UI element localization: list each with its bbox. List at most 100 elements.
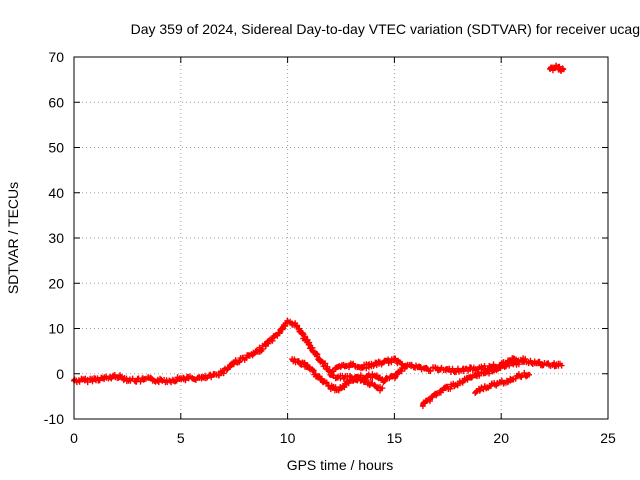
data-point (473, 390, 478, 394)
data-point (350, 376, 354, 380)
data-point (558, 66, 562, 70)
x-tick-label: 25 (600, 430, 616, 446)
data-point (136, 378, 140, 383)
y-tick-label: 50 (48, 140, 64, 156)
data-point (424, 367, 429, 371)
data-point (264, 342, 268, 346)
data-point (200, 376, 204, 380)
data-point (520, 358, 525, 362)
data-point (371, 363, 375, 367)
data-point (168, 378, 172, 383)
data-point (189, 376, 194, 380)
series-outlier-cluster (547, 62, 567, 74)
data-point (275, 333, 279, 337)
data-point (452, 383, 456, 387)
data-point (463, 378, 467, 383)
data-point (382, 360, 386, 365)
data-point (551, 66, 556, 70)
y-axis-label: SDTVAR / TECUs (5, 182, 21, 294)
y-tick-label: 70 (48, 49, 64, 65)
data-point (83, 378, 87, 383)
data-point (243, 356, 247, 360)
data-point (221, 369, 226, 374)
data-point (553, 363, 557, 367)
data-point (392, 374, 396, 378)
data-point (147, 377, 151, 381)
data-point (115, 374, 119, 378)
data-point (559, 363, 563, 367)
data-point (292, 322, 296, 326)
data-point (495, 366, 499, 370)
data-point (125, 377, 129, 381)
data-point (516, 374, 520, 378)
y-tick-label: 30 (48, 230, 64, 246)
data-point (484, 370, 488, 374)
data-point (495, 382, 499, 386)
data-point (473, 374, 478, 378)
x-tick-label: 20 (493, 430, 509, 446)
data-point (527, 372, 531, 376)
chart-title: Day 359 of 2024, Sidereal Day-to-day VTE… (131, 21, 640, 37)
y-tick-label: 40 (48, 185, 64, 201)
data-point (456, 368, 461, 372)
data-point (337, 387, 341, 392)
data-point (382, 378, 386, 383)
x-tick-label: 5 (177, 430, 185, 446)
data-point (290, 358, 294, 362)
data-point (542, 363, 546, 367)
data-point (345, 381, 350, 385)
data-point (303, 363, 307, 367)
data-point (561, 68, 565, 73)
data-point (414, 365, 418, 369)
y-tick-label: 10 (48, 321, 64, 337)
data-point (371, 374, 375, 378)
data-point (298, 329, 303, 333)
data-point (339, 365, 343, 369)
data-point (446, 368, 450, 372)
data-point (157, 378, 162, 383)
data-point (311, 369, 315, 374)
data-point (232, 360, 236, 365)
x-axis-label: GPS time / hours (287, 457, 394, 473)
data-point (307, 342, 311, 346)
axis-ticks: 0 5 10 15 20 25 -10 0 10 20 30 40 50 60 70 (44, 49, 616, 446)
series-descending-track-2 (472, 369, 532, 396)
data-point (211, 374, 215, 378)
data-point (379, 387, 384, 392)
x-tick-label: 0 (70, 430, 78, 446)
data-point (318, 358, 322, 362)
data-point (253, 351, 258, 355)
data-point (403, 365, 407, 369)
y-tick-label: -10 (44, 411, 64, 427)
data-point (555, 65, 559, 69)
data-points (71, 62, 567, 409)
data-point (360, 365, 364, 369)
data-point (371, 383, 375, 387)
x-tick-label: 10 (280, 430, 296, 446)
y-tick-label: 20 (48, 275, 64, 291)
data-point (392, 358, 396, 362)
data-point (435, 367, 439, 371)
data-point (320, 378, 324, 383)
data-point (93, 377, 97, 381)
y-tick-label: 60 (48, 94, 64, 110)
data-point (548, 68, 552, 72)
data-point (441, 387, 446, 392)
data-point (467, 367, 471, 371)
data-point (104, 376, 108, 380)
x-tick-label: 15 (387, 430, 403, 446)
data-point (328, 385, 332, 389)
series-lower-branch (327, 362, 409, 386)
data-point (484, 385, 488, 389)
data-point (328, 374, 332, 378)
data-point (516, 360, 520, 365)
data-point (286, 320, 290, 324)
data-point (350, 363, 354, 367)
data-point (179, 376, 183, 380)
data-point (506, 363, 510, 367)
data-point (506, 378, 510, 383)
y-tick-label: 0 (56, 366, 64, 382)
series-descending-track-1 (419, 358, 522, 409)
